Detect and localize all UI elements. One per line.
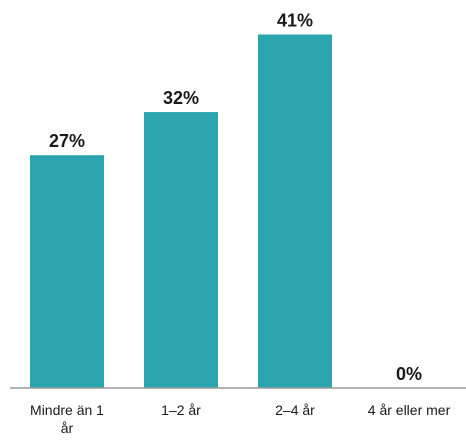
category-label-2: 1–2 år xyxy=(161,402,201,418)
category-label-4: 4 år eller mer xyxy=(368,402,451,418)
value-label-2: 32% xyxy=(163,88,199,108)
category-label-1: Mindre än 1 år xyxy=(30,402,104,436)
value-label-1: 27% xyxy=(49,131,85,151)
category-labels-group: Mindre än 1 år 1–2 år 2–4 år 4 år eller mer xyxy=(30,402,451,436)
value-labels-group: 27% 32% 41% 0% xyxy=(49,10,422,384)
value-label-3: 41% xyxy=(277,10,313,30)
bar-3 xyxy=(258,34,332,388)
category-label-3: 2–4 år xyxy=(275,402,315,418)
bars-group xyxy=(30,34,332,388)
bar-2 xyxy=(144,112,218,388)
bar-1 xyxy=(30,155,104,388)
value-label-4: 0% xyxy=(396,364,422,384)
